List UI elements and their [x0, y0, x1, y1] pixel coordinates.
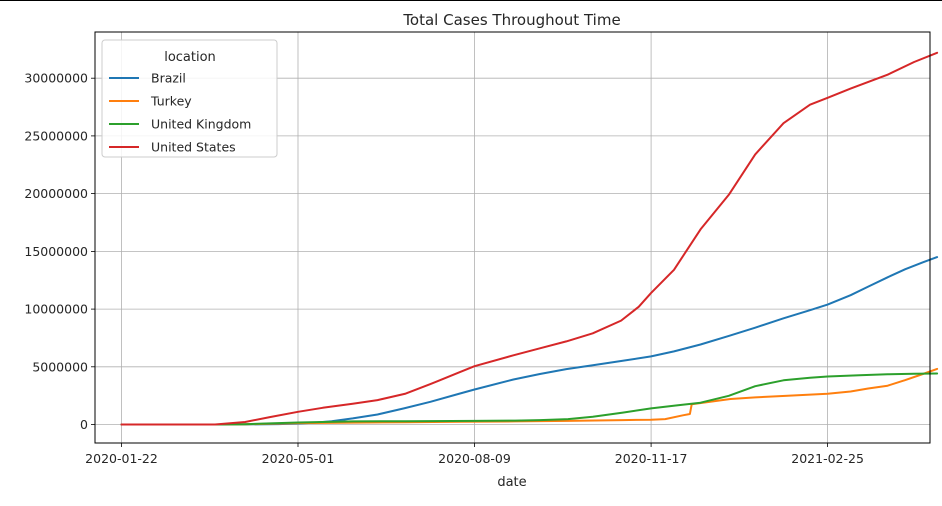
- y-tick-label: 25000000: [24, 128, 88, 143]
- y-tick-label: 15000000: [24, 244, 88, 259]
- x-tick-label: 2021-02-25: [791, 451, 864, 466]
- legend-label-united-kingdom: United Kingdom: [151, 117, 251, 132]
- y-tick-label: 30000000: [24, 71, 88, 86]
- legend-label-united-states: United States: [151, 140, 236, 155]
- x-tick-label: 2020-01-22: [85, 451, 158, 466]
- x-tick-label: 2020-08-09: [438, 451, 511, 466]
- y-axis-ticks: 0 5000000 10000000 15000000 20000000 25000000…: [24, 71, 95, 432]
- series-lines: [120, 51, 939, 426]
- x-tick-label: 2020-05-01: [262, 451, 335, 466]
- legend-label-brazil: Brazil: [151, 71, 186, 86]
- legend-box: [101, 39, 278, 158]
- series-line-united-states: [120, 51, 939, 426]
- y-tick-label: 10000000: [24, 302, 88, 317]
- legend: location Brazil Turkey United Kingdom Unite…: [101, 39, 278, 158]
- plot-frame: [94, 31, 931, 444]
- y-tick-label: 5000000: [32, 359, 88, 374]
- y-tick-label: 20000000: [24, 186, 88, 201]
- chart-title: Total Cases Throughout Time: [402, 11, 620, 29]
- x-axis-label: date: [497, 475, 526, 490]
- y-tick-label: 0: [80, 417, 88, 432]
- x-axis-ticks: 2020-01-22 2020-05-01 2020-08-09 2020-11-17…: [85, 443, 864, 466]
- x-tick-label: 2020-11-17: [615, 451, 688, 466]
- legend-items: Brazil Turkey United Kingdom United States: [109, 71, 251, 155]
- legend-label-turkey: Turkey: [150, 94, 192, 109]
- legend-title: location: [164, 50, 216, 65]
- grid-lines: [95, 32, 930, 443]
- window-top-border: [0, 0, 942, 1]
- series-line-united-kingdom: [120, 372, 939, 426]
